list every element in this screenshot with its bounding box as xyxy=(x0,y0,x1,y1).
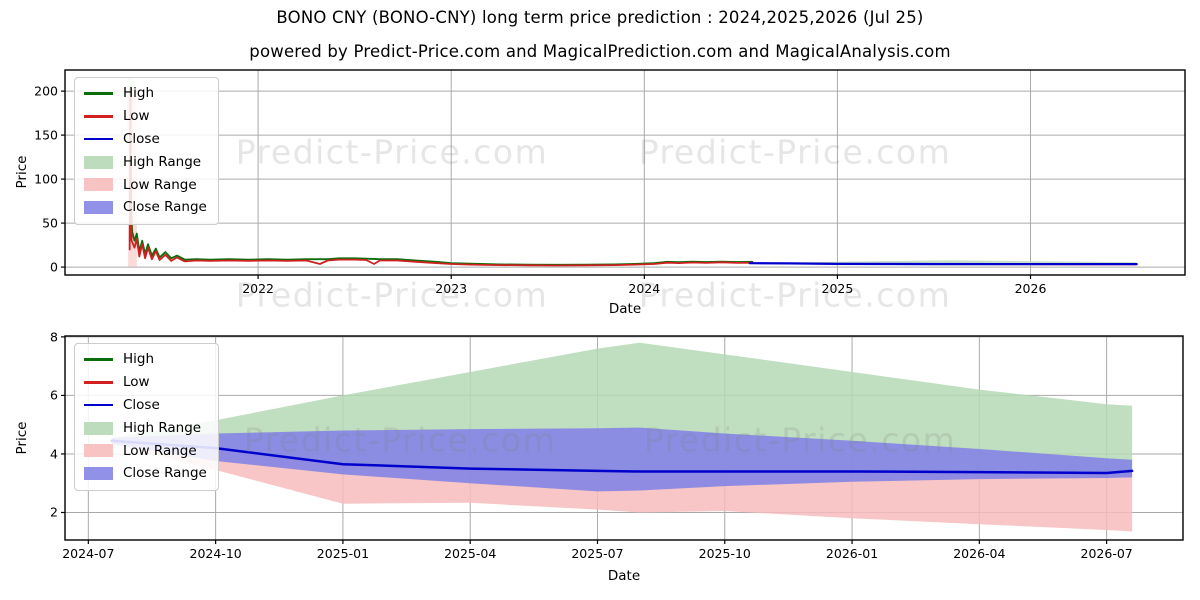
close-prediction-line xyxy=(110,439,1134,475)
legend-label: Close Range xyxy=(123,465,207,482)
legend-label: High Range xyxy=(123,419,202,436)
close-legend-swatch xyxy=(84,403,113,407)
high-range-legend-swatch xyxy=(84,421,113,435)
axes-frame xyxy=(64,335,1184,541)
low-line xyxy=(128,94,754,267)
y-tick-label: 150 xyxy=(34,127,58,143)
close-range-legend-swatch xyxy=(84,467,113,481)
y-tick-label: 50 xyxy=(42,215,58,231)
y-tick-label: 100 xyxy=(34,171,58,187)
x-tick-label: 2025-10 xyxy=(698,546,751,561)
legend-item: High xyxy=(84,85,207,102)
close-legend-swatch xyxy=(84,137,113,141)
legend-item: High Range xyxy=(84,420,207,437)
legend-item: Low Range xyxy=(84,177,207,194)
close-prediction-line xyxy=(748,262,1138,266)
legend-label: Close xyxy=(123,396,160,413)
axes-frame xyxy=(64,69,1186,276)
x-tick-label: 2025 xyxy=(821,281,854,296)
y-tick-label: 2 xyxy=(50,504,58,520)
high-range-legend-swatch xyxy=(84,155,113,169)
low-legend-swatch xyxy=(84,381,113,384)
legend-item: Low xyxy=(84,108,207,125)
legend-label: Low Range xyxy=(123,176,197,193)
low-range-legend-swatch xyxy=(84,444,113,458)
watermark-text: Predict-Price.com xyxy=(235,275,549,315)
x-tick-label: 2022 xyxy=(242,281,274,296)
history-x-axis-label: Date xyxy=(608,301,642,317)
low-legend-swatch xyxy=(84,115,113,118)
x-tick-label: 2025-01 xyxy=(316,546,370,561)
chart-title: BONO CNY (BONO-CNY) long term price pred… xyxy=(276,8,924,27)
legend-item: Low xyxy=(84,374,207,391)
legend-label: High xyxy=(123,351,155,367)
y-tick-label: 6 xyxy=(50,387,58,403)
history-chart-legend: High Low Close High Range Low Range Close Ran… xyxy=(74,77,219,226)
watermark-text: Predict-Price.com xyxy=(638,275,952,315)
legend-item: Close Range xyxy=(84,465,207,482)
x-tick-label: 2023 xyxy=(435,281,468,296)
x-tick-label: 2024-10 xyxy=(189,546,242,561)
legend-label: Close xyxy=(123,130,160,147)
x-tick-label: 2026-01 xyxy=(825,546,879,561)
x-tick-label: 2024 xyxy=(628,281,661,296)
legend-label: Low xyxy=(123,373,150,390)
legend-label: High xyxy=(123,85,155,101)
legend-label: Close Range xyxy=(123,199,207,216)
close-range-legend-swatch xyxy=(84,201,113,215)
chart-subtitle: powered by Predict-Price.com and Magical… xyxy=(249,42,951,61)
prediction-chart-legend: High Low Close High Range Low Range Close Ran… xyxy=(74,343,219,492)
price-prediction-chart: High Low Close High Range Low Range Close Ran… xyxy=(14,329,1184,584)
legend-label: Low xyxy=(123,107,150,124)
legend-label: Low Range xyxy=(123,442,197,459)
legend-item: Close xyxy=(84,397,207,414)
high-legend-swatch xyxy=(84,92,113,95)
close-range-band xyxy=(111,427,1133,492)
prediction-x-axis-label: Date xyxy=(607,568,641,584)
legend-item: Close Range xyxy=(84,199,207,216)
x-tick-label: 2025-07 xyxy=(571,546,624,561)
x-tick-label: 2025-04 xyxy=(444,546,497,561)
legend-item: Low Range xyxy=(84,443,207,460)
legend-item: Close xyxy=(84,131,207,148)
price-prediction-plot-area xyxy=(61,335,1184,544)
y-tick-label: 8 xyxy=(50,329,58,345)
x-tick-label: 2026-07 xyxy=(1080,546,1133,561)
price-history-plot-area xyxy=(61,69,1186,279)
low-range-legend-swatch xyxy=(84,178,113,192)
legend-item: High xyxy=(84,351,207,368)
x-tick-label: 2024-07 xyxy=(62,546,115,561)
y-tick-label: 4 xyxy=(50,446,58,462)
x-tick-label: 2026-04 xyxy=(953,546,1006,561)
y-tick-label: 0 xyxy=(50,259,58,275)
high-legend-swatch xyxy=(84,358,113,361)
legend-label: High Range xyxy=(123,153,202,170)
high-line xyxy=(129,85,754,266)
legend-item: High Range xyxy=(84,154,207,171)
price-history-chart: High Low Close High Range Low Range Close Ran… xyxy=(14,69,1186,317)
history-y-axis-label: Price xyxy=(14,155,30,189)
x-tick-label: 2026 xyxy=(1014,281,1047,296)
y-tick-label: 200 xyxy=(34,83,58,99)
prediction-y-axis-label: Price xyxy=(14,421,30,455)
